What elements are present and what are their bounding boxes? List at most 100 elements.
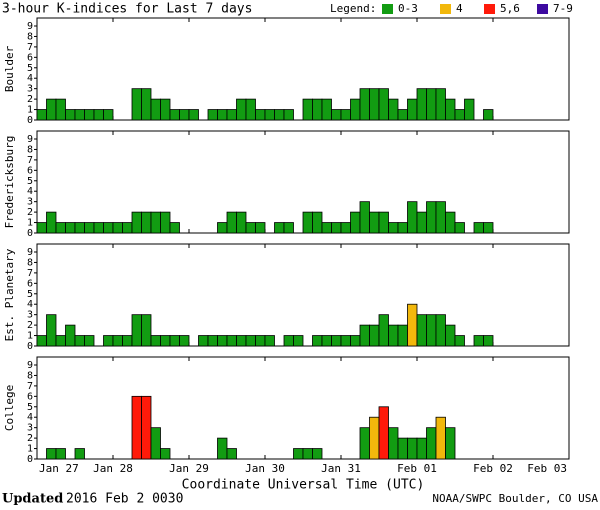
y-tick-label: 8 [27, 257, 33, 268]
bar [245, 98, 256, 121]
bar [445, 211, 456, 234]
y-tick-label: 7 [27, 381, 33, 392]
bar [207, 335, 218, 347]
bar [473, 335, 484, 347]
bar [255, 335, 266, 347]
legend-swatch [484, 4, 495, 14]
y-tick-label: 2 [27, 207, 33, 218]
bar [340, 222, 351, 234]
y-axis-label: College [3, 385, 16, 431]
bar [350, 335, 361, 347]
bar [397, 437, 408, 460]
bar [226, 211, 237, 234]
y-tick-label: 9 [27, 134, 33, 145]
bar [359, 324, 370, 347]
y-tick-label: 9 [27, 21, 33, 32]
bar [397, 324, 408, 347]
bar [274, 222, 285, 234]
y-tick-label: 2 [27, 94, 33, 105]
bar [369, 211, 380, 234]
y-tick-label: 1 [27, 218, 33, 229]
bar [150, 211, 161, 234]
bar [416, 314, 427, 347]
bar [179, 109, 190, 121]
bar [150, 98, 161, 121]
x-tick-label: Feb 01 [397, 462, 437, 475]
bar [331, 109, 342, 121]
bar [312, 211, 323, 234]
bar [217, 437, 228, 460]
y-tick-label: 8 [27, 370, 33, 381]
bar [150, 335, 161, 347]
bar [255, 109, 266, 121]
legend-title: Legend: [330, 2, 376, 15]
y-tick-label: 6 [27, 165, 33, 176]
bar [264, 109, 275, 121]
bar [302, 211, 313, 234]
bar [321, 222, 332, 234]
y-tick-label: 5 [27, 289, 33, 300]
bar [378, 314, 389, 347]
bar [160, 211, 171, 234]
bar [312, 98, 323, 121]
bar [55, 98, 66, 121]
y-tick-label: 2 [27, 320, 33, 331]
legend-label: 7-9 [553, 2, 573, 15]
bar [84, 222, 95, 234]
bar [378, 211, 389, 234]
bar [416, 437, 427, 460]
bar [312, 448, 323, 460]
bar [169, 109, 180, 121]
bar [131, 314, 142, 347]
bar [65, 109, 76, 121]
bar [407, 201, 418, 234]
bar [483, 222, 494, 234]
bar [445, 98, 456, 121]
bar [331, 222, 342, 234]
bar [359, 88, 370, 121]
bar [236, 98, 247, 121]
bar [226, 448, 237, 460]
bar [74, 222, 85, 234]
bar [454, 109, 465, 121]
y-tick-label: 4 [27, 73, 33, 84]
y-tick-label: 3 [27, 310, 33, 321]
bar [388, 98, 399, 121]
bar [397, 222, 408, 234]
chart-title: 3-hour K-indices for Last 7 days [2, 2, 252, 17]
bar [407, 303, 418, 347]
bar [397, 109, 408, 121]
y-tick-label: 7 [27, 42, 33, 53]
bar [74, 448, 85, 460]
bar [160, 98, 171, 121]
bar [122, 222, 133, 234]
bar [350, 98, 361, 121]
y-tick-label: 0 [27, 454, 33, 465]
bar [445, 427, 456, 460]
bar [473, 222, 484, 234]
y-tick-label: 4 [27, 299, 33, 310]
bar [293, 335, 304, 347]
bar [93, 222, 104, 234]
bar [245, 335, 256, 347]
updated-label: Updated [2, 492, 63, 507]
bar [55, 335, 66, 347]
bar [331, 335, 342, 347]
legend-swatch [537, 4, 548, 14]
y-axis-label: Est. Planetary [3, 248, 16, 341]
bar [131, 395, 142, 460]
bar [302, 448, 313, 460]
y-tick-label: 0 [27, 228, 33, 239]
y-tick-label: 3 [27, 84, 33, 95]
bar [388, 427, 399, 460]
bar [141, 314, 152, 347]
x-tick-label: Jan 28 [93, 462, 133, 475]
legend-label: 5,6 [500, 2, 520, 15]
y-tick-label: 8 [27, 144, 33, 155]
bar [236, 335, 247, 347]
bar [55, 448, 66, 460]
bar [369, 88, 380, 121]
bar [131, 88, 142, 121]
bar [141, 211, 152, 234]
source: NOAA/SWPC Boulder, CO USA [432, 492, 598, 505]
